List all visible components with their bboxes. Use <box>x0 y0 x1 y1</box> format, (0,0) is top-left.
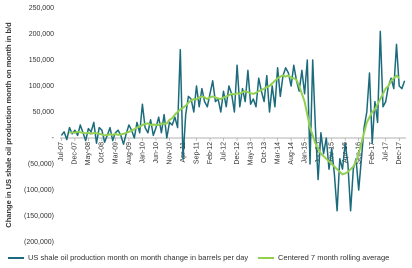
x-tick-label: Dec-12 <box>234 142 241 165</box>
y-tick-label: 100,000 <box>29 83 54 90</box>
x-tick-label: Aug-14 <box>288 142 295 165</box>
x-tick-label: Aug-09 <box>126 142 133 165</box>
legend-label: US shale oil production month on month c… <box>28 253 248 262</box>
x-tick-label: Oct-08 <box>99 142 106 163</box>
x-tick-label: Sep-11 <box>193 142 200 164</box>
x-tick-label: May-08 <box>85 142 92 165</box>
x-tick-label: Apr-16 <box>342 142 349 163</box>
x-tick-label: Feb-12 <box>207 142 214 164</box>
y-tick-label: 200,000 <box>29 31 54 38</box>
x-tick-label: Jan-15 <box>301 142 308 164</box>
x-tick-label: Jun-10 <box>153 142 160 164</box>
y-tick-label: 50,000 <box>33 109 55 116</box>
y-tick-label: - <box>52 135 55 142</box>
x-tick-label: Jan-10 <box>139 142 146 164</box>
x-tick-label: Dec-17 <box>396 142 403 165</box>
x-tick-label: Jul-17 <box>383 142 390 161</box>
x-tick-label: Jul-12 <box>220 142 227 161</box>
series-line <box>69 74 400 176</box>
x-tick-label: Feb-17 <box>369 142 376 164</box>
x-tick-label: Mar-14 <box>274 142 281 164</box>
x-tick-label: Nov-10 <box>166 142 173 165</box>
y-tick-label: (100,000) <box>24 187 54 194</box>
x-tick-label: Dec-07 <box>72 142 79 165</box>
x-tick-label: Mar-09 <box>112 142 119 164</box>
x-tick-label: May-13 <box>247 142 254 165</box>
y-tick-label: (200,000) <box>24 239 54 246</box>
x-tick-label: Jun-15 <box>315 142 322 164</box>
series-line <box>60 30 406 212</box>
y-axis-title: Change in US shale oil production month … <box>4 22 13 228</box>
legend-label: Centered 7 month rolling average <box>278 253 389 262</box>
y-tick-label: (150,000) <box>24 213 54 220</box>
y-tick-label: 150,000 <box>29 57 54 64</box>
x-tick-label: Jul-07 <box>58 142 65 161</box>
y-tick-label: (50,000) <box>28 161 54 168</box>
y-tick-label: 250,000 <box>29 5 54 12</box>
x-tick-label: Oct-13 <box>261 142 268 163</box>
